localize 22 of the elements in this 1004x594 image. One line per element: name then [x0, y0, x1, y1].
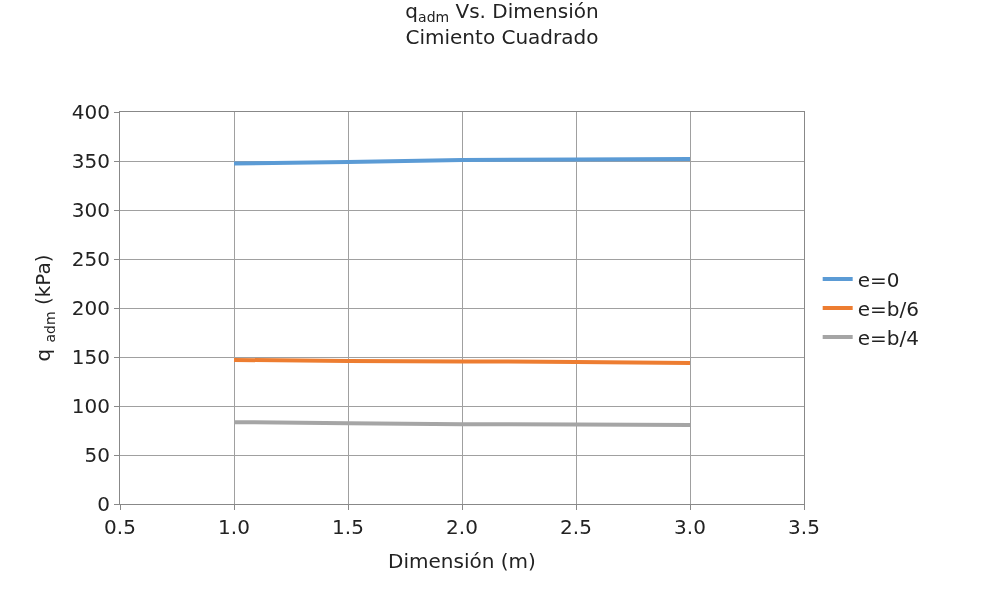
y-tick-label: 250 [71, 247, 110, 271]
y-tick-label: 200 [71, 296, 110, 320]
y-tick-label: 400 [71, 100, 110, 124]
y-tick-label: 50 [84, 443, 110, 467]
y-tick-label: 150 [71, 345, 110, 369]
y-tick-label: 0 [97, 492, 110, 516]
chart-title: q$_{adm}$ Vs. Dimensión [405, 0, 599, 26]
x-tick-label: 3.5 [788, 515, 820, 539]
x-tick-label: 3.0 [674, 515, 706, 539]
legend-label: e=b/6 [857, 296, 919, 321]
x-tick-label: 1.5 [332, 515, 364, 539]
x-tick-label: 2.5 [560, 515, 592, 539]
chart-subtitle: Cimiento Cuadrado [405, 24, 599, 49]
legend-label: e=b/4 [857, 325, 919, 350]
x-tick-label: 0.5 [104, 515, 136, 539]
x-tick-label: 1.0 [218, 515, 250, 539]
y-tick-label: 300 [71, 198, 110, 222]
y-tick-label: 100 [71, 394, 110, 418]
x-tick-label: 2.0 [446, 515, 478, 539]
x-axis-title: Dimensión (m) [388, 548, 536, 573]
legend-label: e=0 [857, 267, 900, 292]
y-tick-label: 350 [71, 149, 110, 173]
